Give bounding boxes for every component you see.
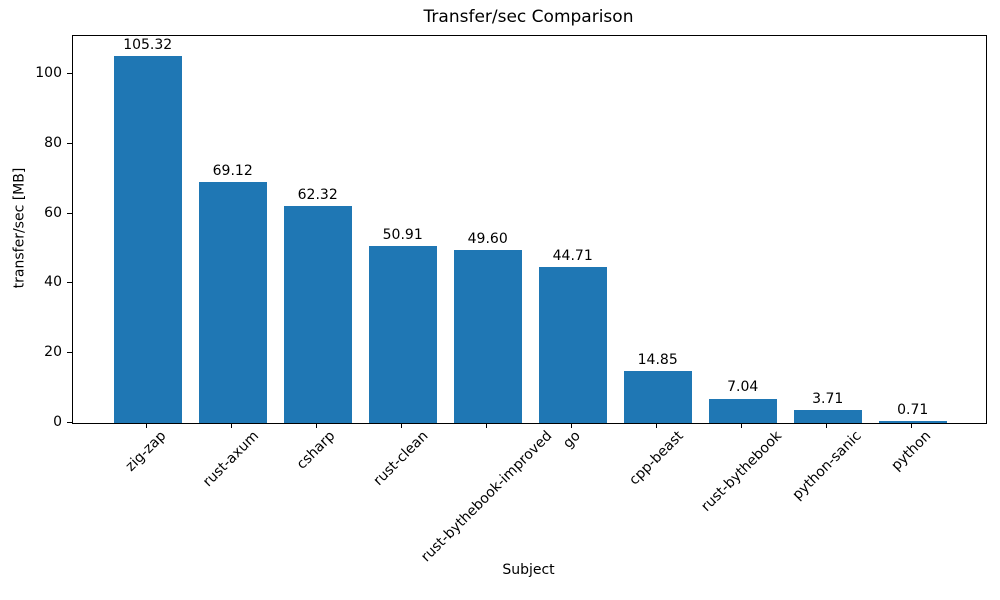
x-tick-label: python xyxy=(888,428,935,474)
chart-title: Transfer/sec Comparison xyxy=(423,7,634,27)
x-tick-mark xyxy=(656,423,658,428)
bar-value-label: 50.91 xyxy=(382,226,423,243)
x-tick-label: rust-bythebook xyxy=(697,428,785,515)
y-tick-mark xyxy=(67,282,72,284)
bar-value-label: 44.71 xyxy=(552,248,593,265)
bar-rust-clean xyxy=(368,245,437,423)
y-tick-mark xyxy=(67,212,72,214)
x-tick-mark xyxy=(146,423,148,428)
x-tick-mark xyxy=(911,423,913,428)
y-tick-mark xyxy=(67,351,72,353)
x-tick-label: zig-zap xyxy=(123,428,170,475)
y-tick-mark xyxy=(67,73,72,75)
x-tick-mark xyxy=(741,423,743,428)
plot-area: 105.32 69.12 62.32 50.91 49.60 44.71 14.85 7.04… xyxy=(72,35,987,424)
x-tick-label: python-sanic xyxy=(788,428,865,504)
y-tick-label: 20 xyxy=(44,343,62,360)
y-tick-mark xyxy=(67,421,72,423)
bar-rust-bythebook xyxy=(708,398,777,423)
bar-rust-axum xyxy=(198,182,267,423)
y-tick-label: 100 xyxy=(35,65,62,82)
bar-value-label: 14.85 xyxy=(637,352,678,369)
bar-value-label: 69.12 xyxy=(212,163,253,180)
y-axis-label: transfer/sec [MB] xyxy=(11,167,28,289)
x-tick-label: go xyxy=(559,428,584,452)
bar-value-label: 62.32 xyxy=(297,187,338,204)
x-tick-mark xyxy=(571,423,573,428)
x-axis-label: Subject xyxy=(502,562,555,578)
x-tick-label: rust-axum xyxy=(200,428,263,491)
x-tick-label: csharp xyxy=(294,428,339,473)
bar-value-label: 105.32 xyxy=(123,37,173,54)
x-tick-label: rust-clean xyxy=(370,428,432,489)
bar-cpp-beast xyxy=(623,371,692,423)
bar-zig-zap xyxy=(113,56,182,423)
x-tick-label: rust-bythebook-improved xyxy=(417,428,555,566)
x-tick-mark xyxy=(486,423,488,428)
bar-go xyxy=(538,267,607,423)
bar-python xyxy=(878,420,947,423)
bar-value-label: 0.71 xyxy=(897,401,929,418)
x-tick-mark xyxy=(231,423,233,428)
x-tick-mark xyxy=(316,423,318,428)
y-tick-label: 0 xyxy=(53,413,62,430)
y-tick-mark xyxy=(67,143,72,145)
y-tick-label: 80 xyxy=(44,135,62,152)
bar-rust-bythebook-improved xyxy=(453,250,522,423)
bar-value-label: 49.60 xyxy=(467,231,508,248)
x-tick-mark xyxy=(401,423,403,428)
bar-value-label: 3.71 xyxy=(812,391,844,408)
y-tick-label: 60 xyxy=(44,204,62,221)
bar-value-label: 7.04 xyxy=(727,379,759,396)
x-tick-mark xyxy=(826,423,828,428)
y-tick-label: 40 xyxy=(44,274,62,291)
bar-python-sanic xyxy=(793,410,862,423)
x-tick-label: cpp-beast xyxy=(626,428,687,489)
bar-csharp xyxy=(283,206,352,423)
